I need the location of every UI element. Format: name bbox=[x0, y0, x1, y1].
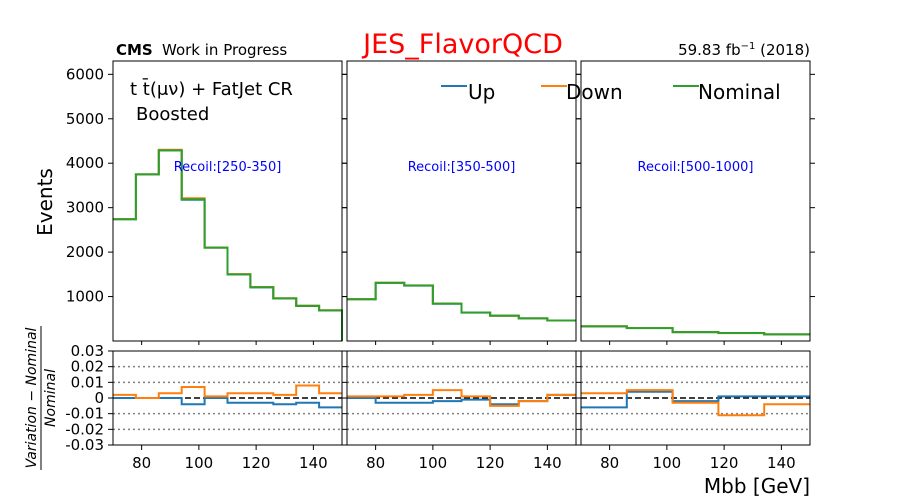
y-tick-label: 4000 bbox=[66, 154, 104, 172]
panel-2: Recoil:[350-500] 80 100 120 140 bbox=[342, 60, 581, 472]
x-tick-label: 80 bbox=[600, 454, 619, 472]
hist-up-series bbox=[581, 325, 810, 336]
recoil-label: Recoil:[500-1000] bbox=[638, 160, 754, 175]
lumi-year: (2018) bbox=[755, 41, 810, 59]
y-tick-label: 1000 bbox=[66, 288, 104, 306]
top-panel-frame bbox=[580, 60, 811, 342]
x-tick-label: 100 bbox=[653, 454, 682, 472]
y-axis-label-ratio: Variation − Nominal Nominal bbox=[24, 326, 59, 470]
x-tick-label: 80 bbox=[132, 454, 151, 472]
ratio-y-tick-label: -0.02 bbox=[65, 420, 104, 438]
lumi-exponent: −1 bbox=[741, 41, 756, 52]
recoil-label: Recoil:[250-350] bbox=[174, 160, 282, 175]
x-tick-label: 140 bbox=[767, 454, 796, 472]
luminosity-label: 59.83 fb−1 (2018) bbox=[678, 41, 810, 59]
ratio-y-tick-label: 0.01 bbox=[71, 373, 104, 391]
legend-up-label: Up bbox=[468, 80, 495, 104]
legend-down-label: Down bbox=[566, 80, 623, 104]
x-tick-label: 120 bbox=[242, 454, 271, 472]
top-panel-frame bbox=[112, 60, 343, 342]
hist-nominal-series bbox=[347, 281, 576, 322]
panel-3: Recoil:[500-1000] 80 100 120 140 bbox=[576, 60, 815, 472]
region-annotation-line2: Boosted bbox=[136, 104, 209, 125]
x-tick-label: 100 bbox=[185, 454, 214, 472]
ratio-y-tick-label: 0.02 bbox=[71, 358, 104, 376]
chart-title: JES_FlavorQCD bbox=[361, 29, 563, 60]
ratio-y-tick-label: 0.03 bbox=[71, 342, 104, 360]
legend-nominal-label: Nominal bbox=[698, 80, 781, 104]
work-in-progress-label: Work in Progress bbox=[162, 41, 287, 59]
x-tick-label: 120 bbox=[710, 454, 739, 472]
region-annotation-line1: t t̄(μν) + FatJet CR bbox=[130, 78, 293, 100]
hist-nominal-series bbox=[113, 149, 343, 341]
y-axis-label-events: Events bbox=[33, 168, 57, 236]
ratio-down-series bbox=[113, 384, 342, 399]
x-tick-label: 140 bbox=[299, 454, 328, 472]
y-tick-label: 3000 bbox=[66, 199, 104, 217]
ratio-down-series bbox=[581, 389, 810, 417]
x-tick-label: 80 bbox=[366, 454, 385, 472]
top-panel-frame bbox=[346, 60, 577, 342]
x-tick-label: 140 bbox=[533, 454, 562, 472]
ratio-up-series bbox=[113, 397, 342, 409]
x-axis-label: Mbb [GeV] bbox=[704, 474, 810, 498]
ratio-y-tick-label: 0 bbox=[94, 389, 104, 407]
hist-down-series bbox=[581, 325, 810, 336]
plot-area: Recoil:[250-350]80 100 120 1401000200030004… bbox=[65, 60, 815, 472]
lumi-value: 59.83 fb bbox=[678, 41, 741, 59]
hist-nominal-series bbox=[581, 325, 810, 336]
ratio-y-tick-label: -0.03 bbox=[65, 436, 104, 454]
ratio-down-series bbox=[347, 389, 576, 407]
ratio-label-numerator: Variation − Nominal bbox=[24, 327, 40, 468]
y-tick-label: 6000 bbox=[66, 65, 104, 83]
hist-up-series bbox=[347, 281, 576, 322]
ratio-y-tick-label: -0.01 bbox=[65, 405, 104, 423]
ratio-label-denominator: Nominal bbox=[43, 369, 59, 427]
panel-1: Recoil:[250-350] 80 100 120 140 1000 2000 3000 4… bbox=[65, 60, 347, 472]
hist-down-series bbox=[347, 281, 576, 322]
y-tick-label: 5000 bbox=[66, 110, 104, 128]
legend: Up Down Nominal bbox=[441, 80, 781, 104]
recoil-label: Recoil:[350-500] bbox=[408, 160, 516, 175]
x-tick-label: 120 bbox=[476, 454, 505, 472]
y-tick-label: 2000 bbox=[66, 243, 104, 261]
x-tick-label: 100 bbox=[419, 454, 448, 472]
cms-label: CMS bbox=[116, 41, 153, 59]
